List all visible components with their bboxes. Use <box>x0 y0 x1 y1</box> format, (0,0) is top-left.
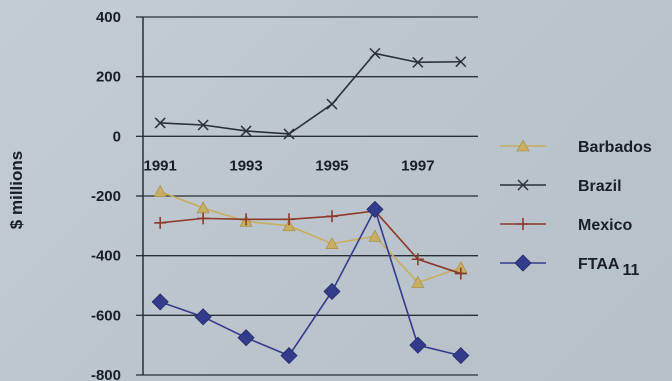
diamond-marker <box>409 336 427 354</box>
plus-marker <box>283 213 296 226</box>
diamond-marker <box>194 308 212 326</box>
x-marker <box>283 128 295 140</box>
y-tick-label: -600 <box>91 307 121 324</box>
diamond-marker <box>514 254 532 272</box>
y-tick-label: 200 <box>96 69 121 86</box>
legend-item-ftaa: FTAA 11 <box>500 254 639 279</box>
series-line <box>159 190 462 284</box>
triangle-marker <box>516 139 530 152</box>
legend: Barbados Brazil Mexico FTAA 11 <box>500 139 652 279</box>
series-line <box>160 52 461 135</box>
triangle-marker <box>153 184 167 197</box>
plus-marker <box>197 212 210 225</box>
legend-subscript: 11 <box>622 262 639 279</box>
x-marker <box>326 98 338 110</box>
plus-marker <box>325 210 338 223</box>
x-marker <box>240 125 252 137</box>
y-tick-label: -200 <box>91 188 121 205</box>
series-line <box>159 207 462 357</box>
diamond-marker <box>280 347 298 365</box>
x-tick-label: 1991 <box>143 157 176 174</box>
legend-item-barbados: Barbados <box>500 139 652 156</box>
x-marker <box>455 56 467 68</box>
plus-marker <box>411 253 424 266</box>
y-tick-label: 0 <box>113 128 121 145</box>
triangle-marker <box>411 275 425 288</box>
x-marker <box>517 179 529 191</box>
series-mexico <box>154 204 467 280</box>
x-marker <box>369 47 381 59</box>
diamond-marker <box>323 282 341 301</box>
y-tick-labels: 400 200 0 -200 -400 -600 -800 <box>91 9 121 381</box>
y-axis-label: $ millions <box>7 151 26 229</box>
triangle-marker <box>325 237 339 250</box>
x-tick-labels: 1991 1993 1995 1997 <box>143 157 434 174</box>
legend-label: Brazil <box>578 178 622 195</box>
legend-item-mexico: Mexico <box>500 217 632 234</box>
triangle-marker <box>282 219 296 232</box>
x-tick-label: 1993 <box>229 157 262 174</box>
x-tick-label: 1995 <box>315 157 348 174</box>
legend-item-brazil: Brazil <box>500 178 622 195</box>
triangle-marker <box>368 229 382 242</box>
y-tick-label: -400 <box>91 248 121 265</box>
y-tick-label: -800 <box>91 367 121 381</box>
x-marker <box>197 119 209 131</box>
gridlines <box>143 16 478 376</box>
axes <box>136 16 144 376</box>
triangle-marker <box>196 201 210 214</box>
legend-label: Mexico <box>578 217 632 234</box>
series-layer <box>151 47 470 365</box>
plus-marker <box>454 267 467 280</box>
legend-label: Barbados <box>578 139 652 156</box>
x-marker <box>412 56 424 68</box>
plus-marker <box>517 218 529 230</box>
plus-marker <box>240 213 253 226</box>
series-line <box>160 210 462 275</box>
series-ftaa <box>151 200 470 365</box>
diamond-marker <box>366 200 384 218</box>
legend-label: FTAA 11 <box>578 256 639 279</box>
series-barbados <box>153 184 468 288</box>
x-marker <box>154 117 166 129</box>
y-tick-label: 400 <box>96 9 121 26</box>
diamond-marker <box>452 347 470 365</box>
series-brazil <box>154 47 467 140</box>
x-tick-label: 1997 <box>401 157 434 174</box>
diamond-marker <box>151 293 169 311</box>
plus-marker <box>154 216 167 229</box>
diamond-marker <box>237 329 255 347</box>
